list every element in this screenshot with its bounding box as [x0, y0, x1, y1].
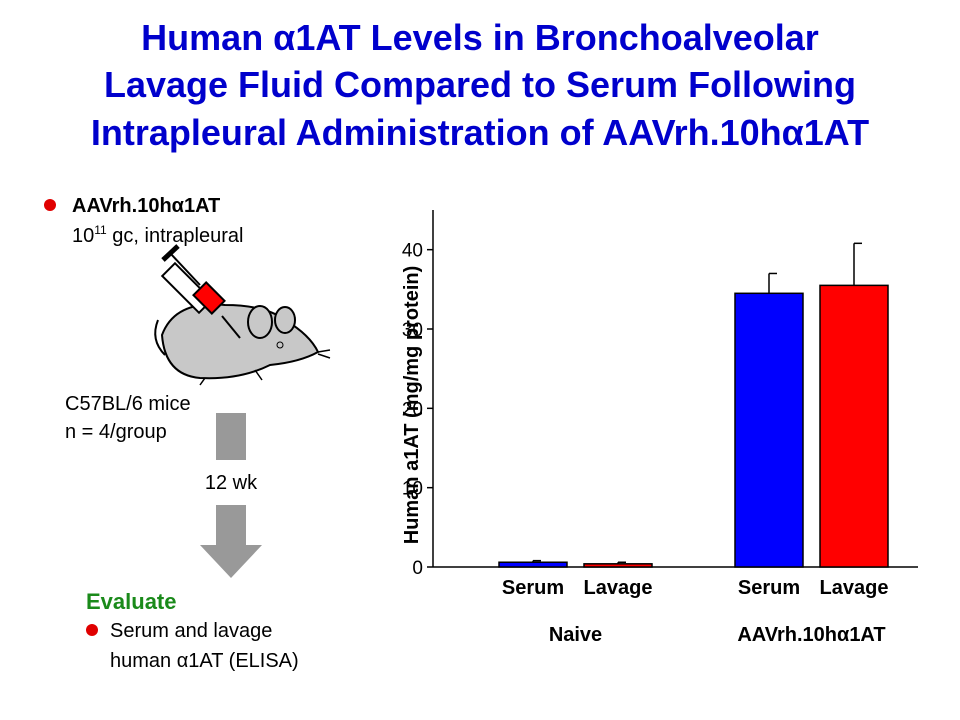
- time-interval: 12 wk: [205, 472, 258, 494]
- title-line: Human α1AT Levels in Bronchoalveolar: [141, 17, 819, 58]
- strain: C57BL/6 mice: [65, 393, 191, 415]
- y-tick-label: 10: [402, 479, 423, 500]
- evaluate-heading: Evaluate: [86, 589, 177, 614]
- arrow-stem: [216, 413, 246, 460]
- bar: [498, 561, 568, 568]
- bullet: [44, 199, 56, 211]
- x-tick-label: Serum: [502, 577, 564, 599]
- dose-base: 10: [72, 225, 94, 247]
- assay-line: human α1AT (ELISA): [110, 650, 299, 672]
- vector-name: AAVrh.10hα1AT: [72, 195, 220, 217]
- bullet: [86, 624, 98, 636]
- mouse-illustration: [154, 244, 331, 386]
- y-tick-label: 40: [402, 241, 423, 262]
- group-label: Naive: [549, 624, 602, 646]
- x-tick-label: Serum: [738, 577, 800, 599]
- arrow: [200, 505, 262, 578]
- bar: [734, 292, 804, 568]
- dose-route: gc, intrapleural: [107, 225, 244, 247]
- x-tick-label: Lavage: [820, 577, 889, 599]
- y-axis-label: Human a1AT (mg/mg protein): [401, 266, 423, 545]
- x-tick-label: Lavage: [584, 577, 653, 599]
- title-line: Lavage Fluid Compared to Serum Following: [104, 64, 856, 105]
- dose: 1011 gc, intrapleural: [72, 223, 243, 247]
- title-line: Intrapleural Administration of AAVrh.10h…: [91, 112, 869, 153]
- group-size: n = 4/group: [65, 421, 167, 443]
- y-tick-label: 30: [402, 320, 423, 341]
- assay-line: Serum and lavage: [110, 620, 272, 642]
- group-label: AAVrh.10hα1AT: [737, 624, 885, 646]
- y-tick-label: 20: [402, 399, 423, 420]
- bar: [583, 563, 653, 568]
- bar: [819, 284, 889, 568]
- dose-exponent: 11: [94, 223, 107, 237]
- y-tick-label: 0: [412, 558, 423, 579]
